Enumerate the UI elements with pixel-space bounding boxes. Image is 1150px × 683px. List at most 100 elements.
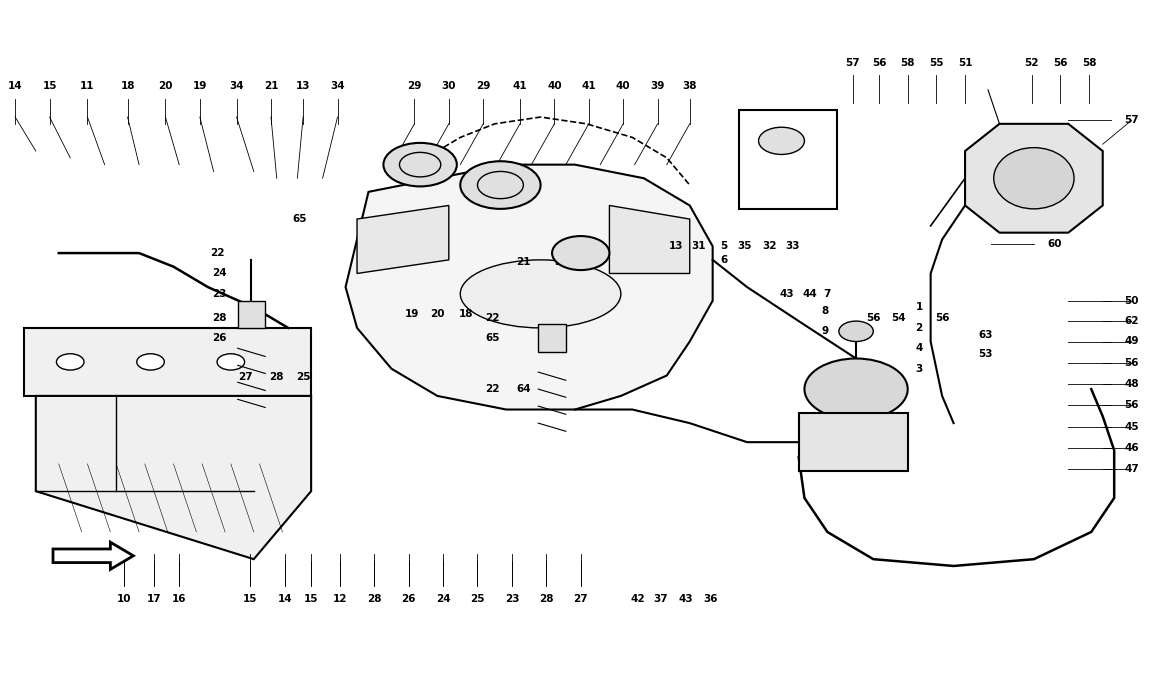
Text: 12: 12	[332, 594, 347, 604]
Text: 61: 61	[1048, 214, 1061, 224]
Text: 13: 13	[296, 81, 310, 92]
Text: 28: 28	[212, 313, 227, 322]
Text: 64: 64	[516, 384, 530, 394]
Text: 34: 34	[229, 81, 244, 92]
Bar	[538, 324, 566, 352]
Text: 19: 19	[193, 81, 207, 92]
Text: 21: 21	[516, 257, 530, 267]
Text: 30: 30	[442, 81, 457, 92]
Text: 39: 39	[651, 81, 665, 92]
Text: 57: 57	[1124, 115, 1138, 126]
Text: 43: 43	[678, 594, 693, 604]
Text: 17: 17	[147, 594, 161, 604]
Circle shape	[383, 143, 457, 186]
Circle shape	[460, 161, 540, 209]
Text: 23: 23	[212, 289, 227, 299]
Text: 5: 5	[721, 241, 728, 251]
Text: 29: 29	[476, 81, 490, 92]
Text: 55: 55	[929, 57, 944, 68]
Text: 65: 65	[485, 333, 499, 343]
Bar	[739, 110, 836, 209]
Text: 62: 62	[1125, 316, 1138, 326]
Bar	[238, 301, 266, 328]
Text: 6: 6	[721, 255, 728, 265]
Text: 34: 34	[554, 257, 568, 267]
Circle shape	[552, 236, 610, 270]
Text: 56: 56	[872, 57, 887, 68]
Circle shape	[759, 127, 805, 154]
Text: 63: 63	[979, 330, 992, 339]
Polygon shape	[24, 328, 312, 396]
Text: 14: 14	[277, 594, 292, 604]
Text: 42: 42	[631, 594, 645, 604]
Text: 1: 1	[915, 303, 922, 313]
Text: 44: 44	[803, 289, 818, 299]
Text: 40: 40	[547, 81, 561, 92]
Text: 35: 35	[737, 241, 752, 251]
Text: 15: 15	[304, 594, 319, 604]
Text: 11: 11	[81, 81, 94, 92]
Circle shape	[217, 354, 245, 370]
Circle shape	[838, 321, 873, 342]
Text: 56: 56	[1053, 57, 1067, 68]
Text: 2: 2	[915, 323, 922, 333]
Text: 56: 56	[935, 313, 950, 322]
Text: 27: 27	[574, 594, 588, 604]
Text: 58: 58	[1082, 57, 1096, 68]
Text: 22: 22	[485, 313, 499, 322]
Polygon shape	[53, 542, 133, 570]
Text: 56: 56	[1125, 359, 1138, 368]
Text: 29: 29	[407, 81, 422, 92]
Text: 28: 28	[367, 594, 382, 604]
Circle shape	[137, 354, 164, 370]
Text: 23: 23	[505, 594, 519, 604]
Text: 49: 49	[1125, 337, 1138, 346]
Text: 66: 66	[789, 182, 804, 191]
Text: 26: 26	[212, 333, 227, 343]
Text: 22: 22	[485, 384, 499, 394]
Text: 25: 25	[296, 372, 310, 382]
Polygon shape	[965, 124, 1103, 233]
Ellipse shape	[460, 260, 621, 328]
Text: 31: 31	[691, 241, 706, 251]
Text: 37: 37	[653, 594, 668, 604]
Text: 8: 8	[821, 306, 829, 316]
Ellipse shape	[994, 148, 1074, 209]
Text: 16: 16	[172, 594, 186, 604]
Text: 18: 18	[459, 309, 474, 319]
Text: 68: 68	[789, 126, 804, 136]
Text: 56: 56	[866, 313, 881, 322]
Text: 20: 20	[159, 81, 172, 92]
Text: 28: 28	[269, 372, 284, 382]
Text: 28: 28	[539, 594, 553, 604]
Text: 26: 26	[401, 594, 416, 604]
Bar	[799, 413, 907, 471]
Text: 19: 19	[405, 309, 420, 319]
Text: 4: 4	[915, 344, 922, 353]
Text: 18: 18	[121, 81, 135, 92]
Circle shape	[56, 354, 84, 370]
Text: 54: 54	[891, 313, 906, 322]
Polygon shape	[36, 396, 312, 559]
Text: 65: 65	[292, 214, 307, 224]
Text: 15: 15	[243, 594, 258, 604]
Polygon shape	[345, 165, 713, 410]
Text: 24: 24	[436, 594, 451, 604]
Text: 15: 15	[43, 81, 56, 92]
Text: 60: 60	[1048, 239, 1061, 249]
Text: 40: 40	[616, 81, 630, 92]
Text: 53: 53	[979, 349, 992, 359]
Text: 20: 20	[430, 309, 445, 319]
Text: 43: 43	[780, 289, 795, 299]
Text: 51: 51	[958, 57, 972, 68]
Text: 50: 50	[1125, 296, 1138, 306]
Circle shape	[805, 359, 907, 420]
Text: 32: 32	[762, 241, 777, 251]
Text: 7: 7	[823, 289, 831, 299]
Text: 57: 57	[845, 57, 860, 68]
Text: 21: 21	[263, 81, 278, 92]
Text: 59: 59	[1050, 187, 1064, 197]
Text: 10: 10	[117, 594, 131, 604]
Polygon shape	[610, 206, 690, 273]
Text: 38: 38	[682, 81, 697, 92]
